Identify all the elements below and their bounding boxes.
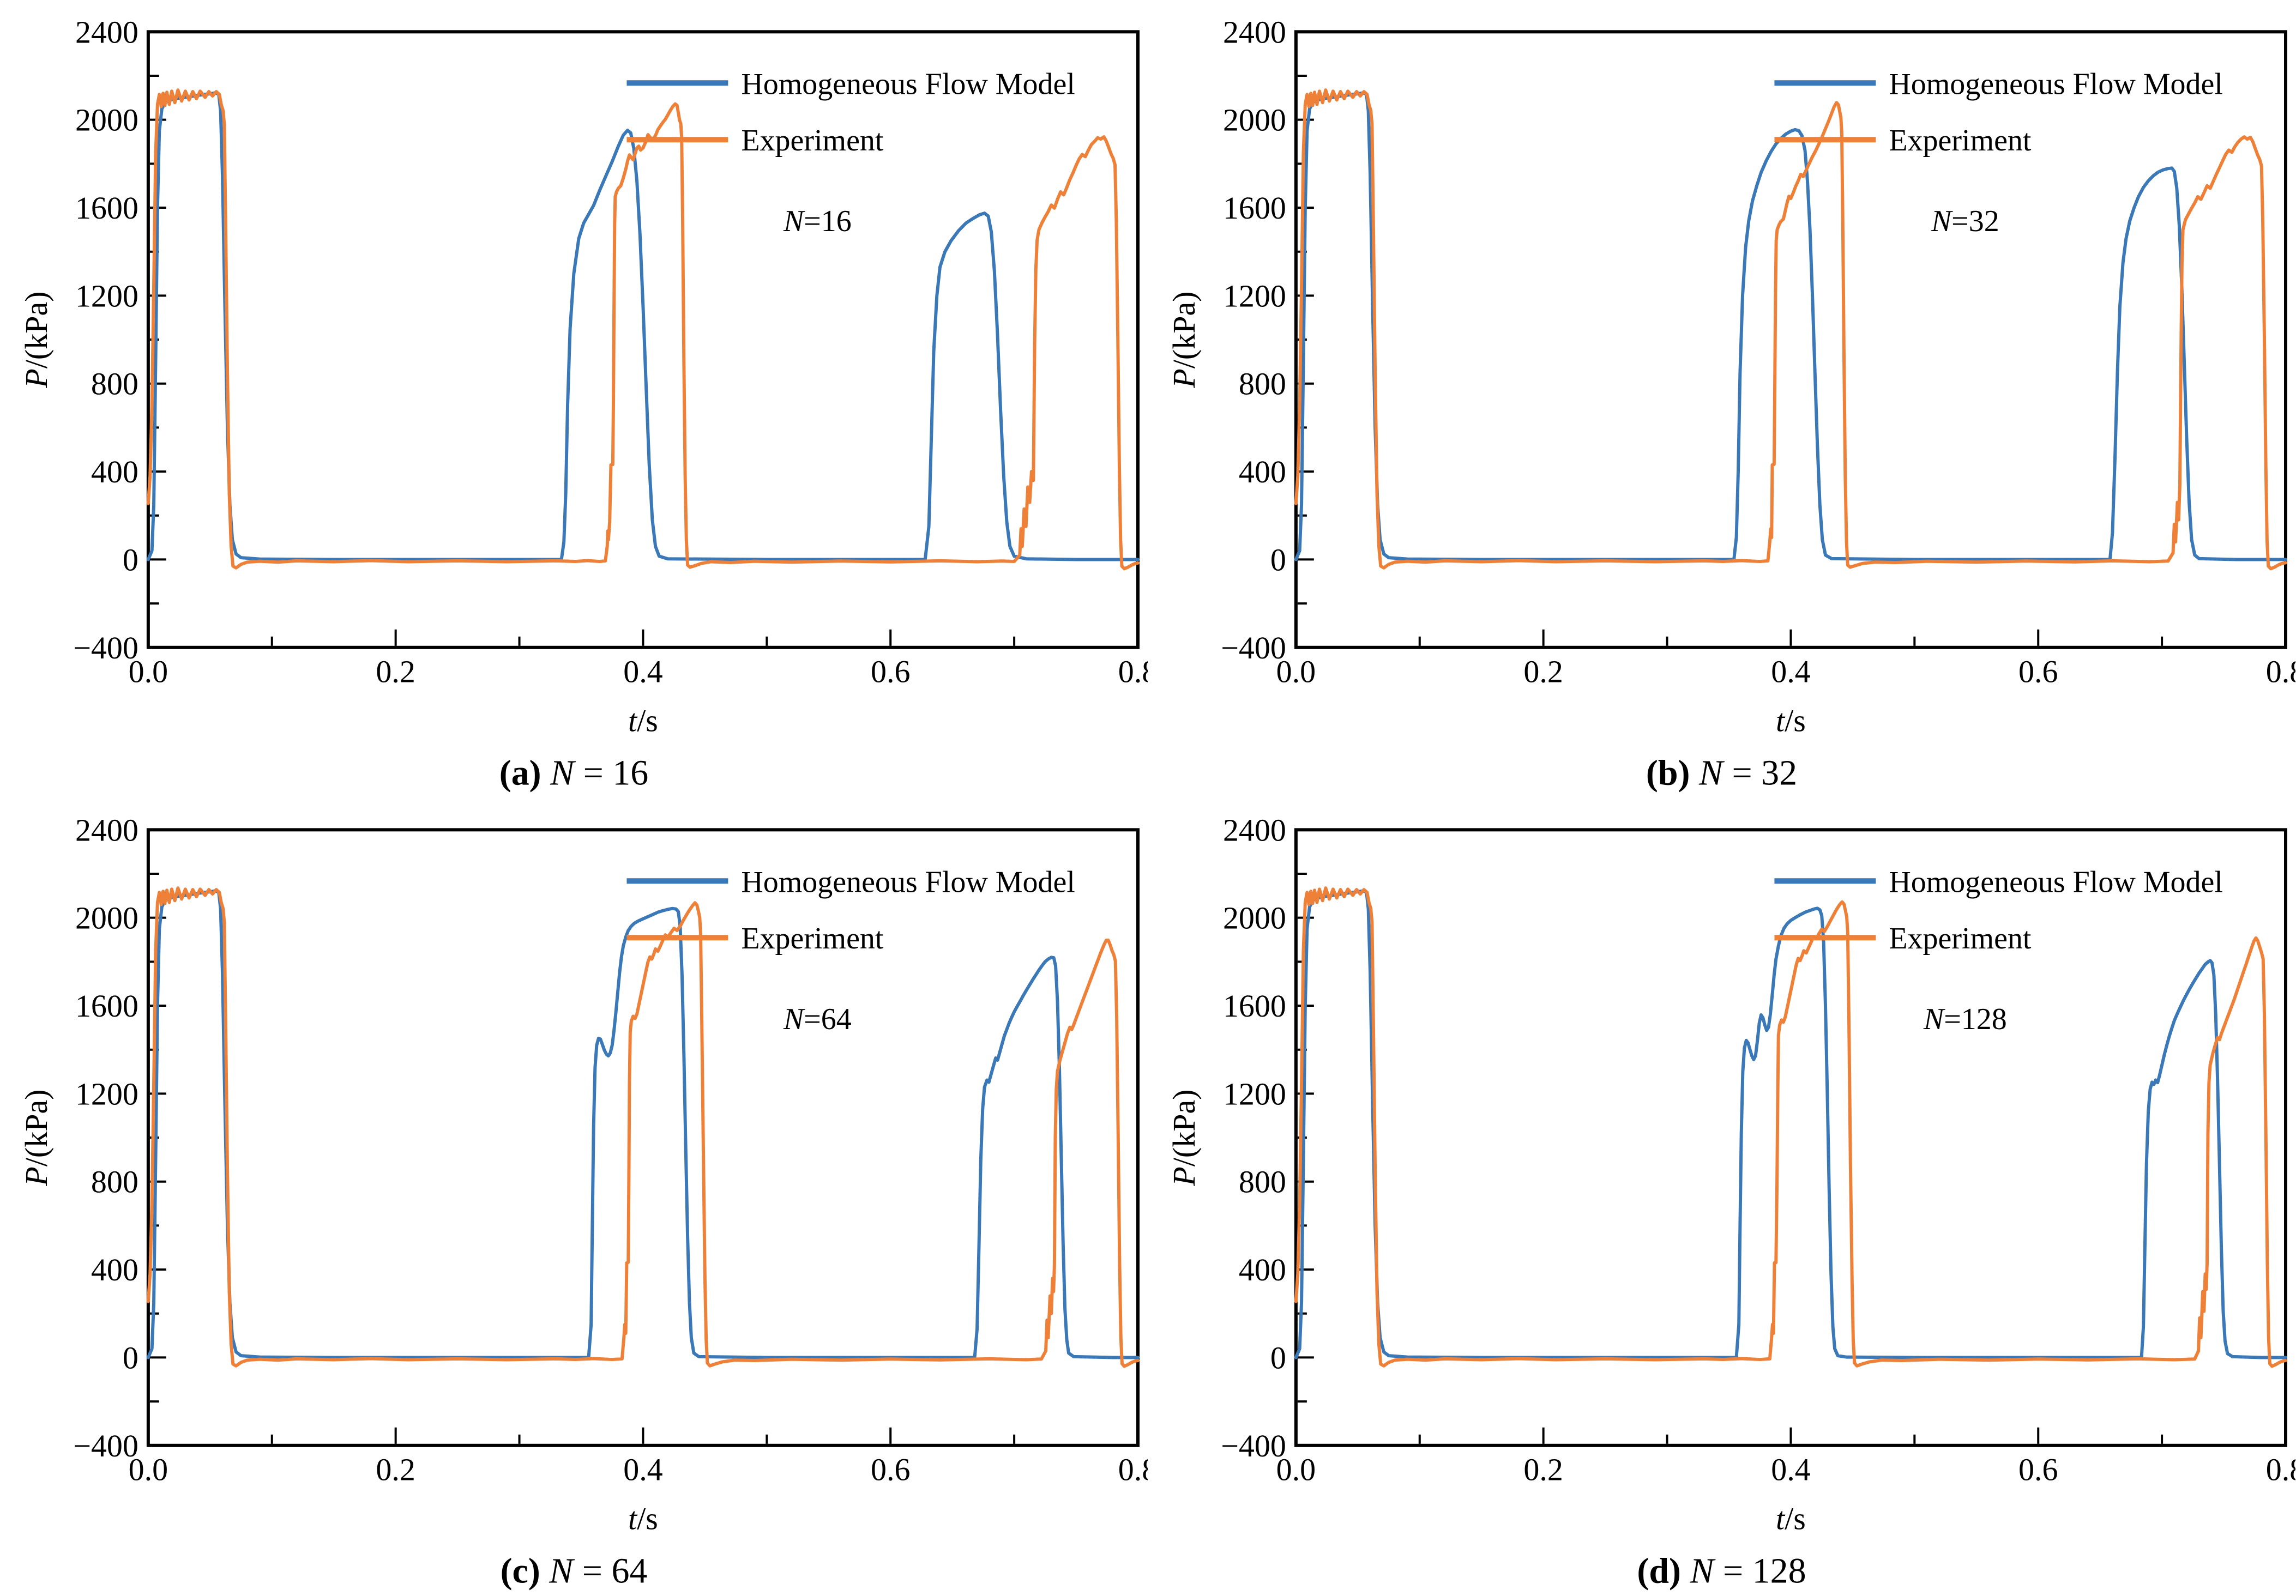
x-axis-title: t/s bbox=[628, 703, 658, 739]
y-tick-label: 1200 bbox=[75, 278, 138, 313]
panel-caption: (d) N = 128 bbox=[1637, 1551, 1806, 1591]
x-tick-label: 0.0 bbox=[129, 1452, 168, 1488]
legend-label: Experiment bbox=[1889, 922, 2032, 956]
y-tick-label: 1600 bbox=[1223, 190, 1286, 226]
chart-panel-a: −400 0 400 800 1200 1600 2000 2400 0.0 0.2 0.4 0.6 0… bbox=[0, 0, 1158, 798]
x-axis-title: t/s bbox=[628, 1501, 658, 1537]
annotation-n-value: N=128 bbox=[1923, 1002, 2007, 1036]
plot-frame bbox=[146, 30, 1140, 649]
x-tick-label: 0.4 bbox=[623, 1452, 662, 1488]
series-line-model bbox=[146, 91, 1140, 561]
legend-label: Homogeneous Flow Model bbox=[741, 67, 1075, 101]
x-tick-label: 0.2 bbox=[1523, 654, 1563, 690]
series-line-model bbox=[1294, 889, 2288, 1359]
series-line-experiment bbox=[146, 886, 1140, 1368]
panel-caption: (b) N = 32 bbox=[1646, 753, 1797, 793]
x-tick-label: 0.2 bbox=[376, 654, 415, 690]
y-tick-label: 1600 bbox=[1223, 988, 1286, 1024]
y-tick-label: 800 bbox=[91, 366, 138, 402]
y-tick-label: 2000 bbox=[75, 102, 138, 138]
x-tick-label: 0.2 bbox=[1523, 1452, 1563, 1488]
y-tick-label: 2000 bbox=[75, 900, 138, 936]
chart-b-svg: −400 0 400 800 1200 1600 2000 2400 0.0 0.2 0.4 0.6 0… bbox=[1166, 14, 2296, 793]
y-tick-label: 2000 bbox=[1223, 900, 1286, 936]
y-tick-label: 1200 bbox=[75, 1076, 138, 1111]
x-tick-label: 0.4 bbox=[1771, 654, 1810, 690]
series-line-model bbox=[1294, 91, 2288, 561]
y-tick-label: 400 bbox=[1239, 1252, 1286, 1287]
legend-label: Homogeneous Flow Model bbox=[741, 865, 1075, 899]
y-tick-label: 1200 bbox=[1223, 278, 1286, 313]
y-tick-label: 2400 bbox=[75, 812, 138, 848]
series-line-model bbox=[146, 889, 1140, 1359]
y-tick-label: 0 bbox=[123, 1340, 138, 1375]
y-tick-label: 800 bbox=[91, 1164, 138, 1200]
plot-frame bbox=[146, 828, 1140, 1447]
y-tick-label: 1600 bbox=[75, 988, 138, 1024]
x-tick-label: 0.8 bbox=[1118, 654, 1148, 690]
x-tick-label: 0.8 bbox=[2266, 1452, 2295, 1488]
chart-c-svg: −400 0 400 800 1200 1600 2000 2400 0.0 0.2 0.4 0.6 0… bbox=[19, 812, 1158, 1591]
y-axis-title: P/(kPa) bbox=[19, 1090, 54, 1187]
y-tick-label: −400 bbox=[73, 630, 138, 666]
x-axis-title: t/s bbox=[1776, 1501, 1806, 1537]
chart-d-svg: −400 0 400 800 1200 1600 2000 2400 0.0 0.2 0.4 0.6 0… bbox=[1166, 812, 2296, 1591]
y-tick-label: 2000 bbox=[1223, 102, 1286, 138]
y-tick-label: 2400 bbox=[1223, 14, 1286, 50]
legend-label: Experiment bbox=[741, 922, 884, 956]
y-tick-label: 0 bbox=[1270, 542, 1286, 577]
x-tick-label: 0.2 bbox=[376, 1452, 415, 1488]
y-axis-title: P/(kPa) bbox=[19, 292, 54, 389]
y-tick-label: 400 bbox=[1239, 454, 1286, 489]
y-tick-label: 800 bbox=[1239, 366, 1286, 402]
x-tick-label: 0.0 bbox=[1276, 654, 1316, 690]
annotation-n-value: N=64 bbox=[783, 1002, 852, 1036]
chart-a-svg: −400 0 400 800 1200 1600 2000 2400 0.0 0.2 0.4 0.6 0… bbox=[19, 14, 1158, 793]
y-tick-label: 0 bbox=[123, 542, 138, 577]
y-tick-label: 400 bbox=[91, 454, 138, 489]
x-tick-label: 0.4 bbox=[1771, 1452, 1810, 1488]
x-tick-label: 0.8 bbox=[1118, 1452, 1148, 1488]
y-tick-label: −400 bbox=[73, 1428, 138, 1464]
y-tick-label: 1200 bbox=[1223, 1076, 1286, 1111]
y-tick-label: 2400 bbox=[75, 14, 138, 50]
x-tick-label: 0.6 bbox=[871, 1452, 910, 1488]
plot-frame bbox=[1294, 30, 2288, 649]
x-tick-label: 0.6 bbox=[871, 654, 910, 690]
chart-panel-d: −400 0 400 800 1200 1600 2000 2400 0.0 0.2 0.4 0.6 0… bbox=[1148, 798, 2296, 1596]
y-axis-title: P/(kPa) bbox=[1166, 292, 1202, 389]
y-tick-label: 400 bbox=[91, 1252, 138, 1287]
chart-panel-c: −400 0 400 800 1200 1600 2000 2400 0.0 0.2 0.4 0.6 0… bbox=[0, 798, 1158, 1596]
x-axis-title: t/s bbox=[1776, 703, 1806, 739]
y-tick-label: −400 bbox=[1221, 1428, 1286, 1464]
annotation-n-value: N=16 bbox=[783, 204, 852, 238]
x-tick-label: 0.0 bbox=[1276, 1452, 1316, 1488]
series-line-experiment bbox=[1294, 886, 2288, 1368]
annotation-n-value: N=32 bbox=[1931, 204, 1999, 238]
y-tick-label: 0 bbox=[1270, 1340, 1286, 1375]
y-tick-label: 800 bbox=[1239, 1164, 1286, 1200]
y-axis-title: P/(kPa) bbox=[1166, 1090, 1202, 1187]
panel-caption: (a) N = 16 bbox=[499, 753, 649, 793]
plot-frame bbox=[1294, 828, 2288, 1447]
x-tick-label: 0.6 bbox=[2018, 1452, 2058, 1488]
y-tick-label: −400 bbox=[1221, 630, 1286, 666]
series-line-experiment bbox=[1294, 88, 2288, 571]
legend-label: Experiment bbox=[741, 124, 884, 158]
legend-label: Homogeneous Flow Model bbox=[1889, 865, 2223, 899]
x-tick-label: 0.6 bbox=[2018, 654, 2058, 690]
y-tick-label: 2400 bbox=[1223, 812, 1286, 848]
chart-panel-b: −400 0 400 800 1200 1600 2000 2400 0.0 0.2 0.4 0.6 0… bbox=[1148, 0, 2296, 798]
x-tick-label: 0.0 bbox=[129, 654, 168, 690]
legend-label: Homogeneous Flow Model bbox=[1889, 67, 2223, 101]
x-tick-label: 0.8 bbox=[2266, 654, 2295, 690]
series-line-experiment bbox=[146, 88, 1140, 571]
x-tick-label: 0.4 bbox=[623, 654, 662, 690]
panel-caption: (c) N = 64 bbox=[501, 1551, 648, 1591]
legend-label: Experiment bbox=[1889, 124, 2032, 158]
y-tick-label: 1600 bbox=[75, 190, 138, 226]
